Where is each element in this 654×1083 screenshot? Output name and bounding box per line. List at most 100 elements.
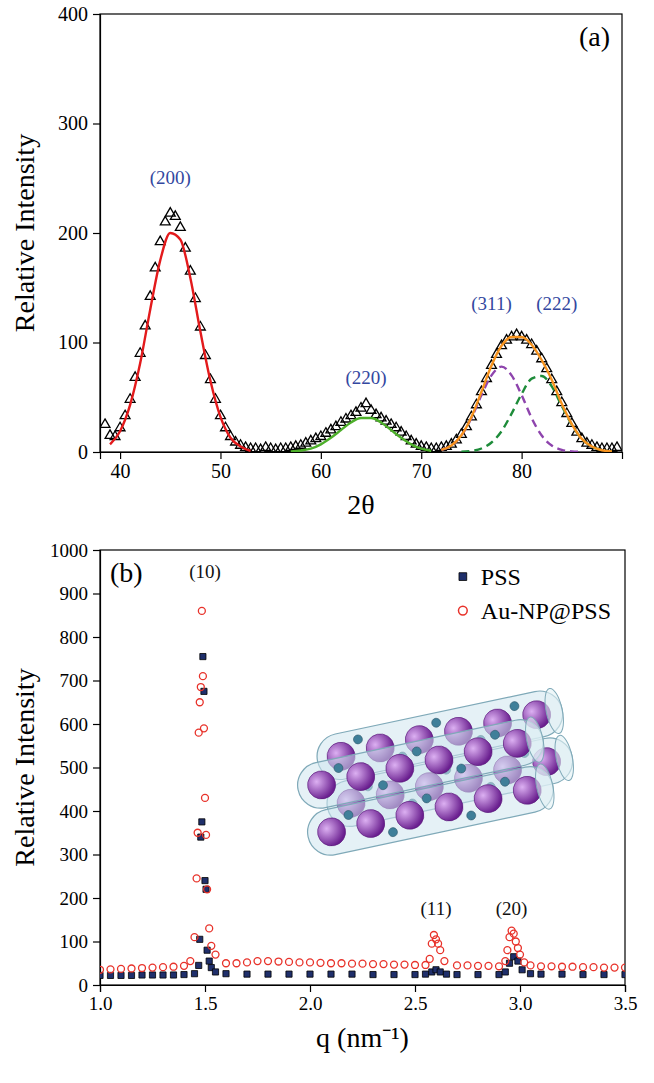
tick: 900: [60, 583, 101, 604]
nanoparticle: [471, 782, 504, 815]
tick-label: 80: [512, 460, 532, 482]
tick-mark: [93, 898, 100, 899]
data-point: [170, 972, 176, 978]
legend: PSS Au-NP@PSS: [458, 564, 611, 624]
legend-label: PSS: [481, 564, 521, 590]
data-point: [193, 875, 200, 882]
panel: 40506070800100200300400(200)(220)(311)(2…: [9, 3, 623, 520]
tick-label: 40: [111, 460, 131, 482]
tick: 500: [60, 757, 101, 778]
data-point: [538, 963, 545, 970]
data-point: [233, 960, 240, 967]
panel: 1.01.52.02.53.03.50100200300400500600700…: [9, 540, 637, 1053]
tick-mark: [93, 985, 100, 986]
tick-label: 2.5: [404, 993, 428, 1014]
data-point: [538, 971, 544, 977]
tick-label: 200: [60, 888, 89, 909]
data-point: [559, 971, 565, 977]
tick-mark: [93, 680, 100, 681]
data-point: [206, 925, 213, 932]
x-axis-title: q (nm⁻¹): [316, 1022, 409, 1053]
tick-mark: [421, 452, 422, 459]
tick-mark: [93, 233, 100, 234]
data-point: [206, 958, 212, 964]
data-point: [170, 211, 180, 220]
axis: 1.01.52.02.53.03.5: [89, 985, 638, 1014]
data-point: [502, 969, 508, 975]
data-point: [433, 936, 440, 943]
data-point: [328, 960, 335, 967]
tick-label: 50: [211, 460, 231, 482]
tick: 400: [58, 3, 100, 25]
data-point: [317, 959, 324, 966]
tick-label: 3.5: [614, 993, 638, 1014]
tick-label: 100: [58, 331, 88, 353]
data-point: [485, 962, 492, 969]
tick-mark: [93, 123, 100, 124]
data-point: [203, 831, 210, 838]
peak-label: (20): [496, 898, 528, 920]
axis-line: [93, 15, 101, 453]
data-point: [580, 971, 586, 977]
tick: 1.5: [194, 985, 218, 1014]
tick: 0: [78, 441, 100, 463]
peak-label: (200): [150, 167, 191, 189]
tick-label: 70: [412, 460, 432, 482]
data-point: [569, 963, 576, 970]
data-point: [338, 960, 345, 967]
nanoparticle: [462, 735, 495, 768]
data-point: [622, 971, 625, 977]
tick: 2.0: [299, 985, 323, 1014]
tick-mark: [93, 724, 100, 725]
tick-label: 2.0: [299, 993, 323, 1014]
tick-mark: [93, 342, 100, 343]
data-point: [276, 443, 286, 452]
tick-label: 0: [79, 975, 89, 996]
data-point: [612, 442, 622, 451]
data-point: [265, 971, 271, 977]
tick-mark: [522, 452, 523, 459]
data-point: [622, 964, 625, 971]
data-point: [204, 886, 211, 893]
nanoparticle: [432, 790, 465, 823]
data-point: [197, 684, 204, 691]
tick-label: 1.5: [194, 993, 218, 1014]
nanoparticle: [383, 752, 416, 785]
tick-mark: [415, 985, 416, 992]
polymer-unit: [353, 734, 364, 745]
polymer-unit: [411, 746, 422, 757]
tick: 300: [60, 844, 101, 865]
data-point: [196, 699, 203, 706]
legend-label: Au-NP@PSS: [481, 598, 611, 624]
data-point: [208, 942, 215, 949]
data-point: [502, 958, 509, 965]
legend-item: PSS: [459, 564, 521, 590]
tick-mark: [93, 637, 100, 638]
y-axis-title: Relative Intensity: [9, 668, 40, 866]
peak-label: (220): [345, 367, 386, 389]
data-point: [601, 964, 608, 971]
data-point: [611, 964, 618, 971]
tick-label: 100: [60, 931, 89, 952]
tick-mark: [625, 985, 626, 992]
plot-frame: [100, 550, 625, 985]
data-point: [580, 964, 587, 971]
tick-mark: [520, 985, 521, 992]
legend-marker: [458, 606, 467, 615]
nanoparticle: [315, 815, 348, 848]
tick: 1.0: [89, 985, 113, 1014]
panel-label: (b): [110, 557, 143, 588]
tick: 80: [512, 452, 532, 482]
tick-label: 600: [60, 714, 89, 735]
data-point: [430, 931, 437, 938]
data-point: [194, 829, 201, 836]
data-point: [510, 930, 517, 937]
cylinder-end: [532, 762, 557, 810]
polymer-unit: [509, 701, 520, 712]
data-point: [370, 971, 376, 977]
data-point: [548, 963, 555, 970]
tick-label: 1.0: [89, 993, 113, 1014]
tick: 300: [58, 112, 100, 134]
data-point: [496, 971, 502, 977]
data-point: [265, 958, 272, 965]
